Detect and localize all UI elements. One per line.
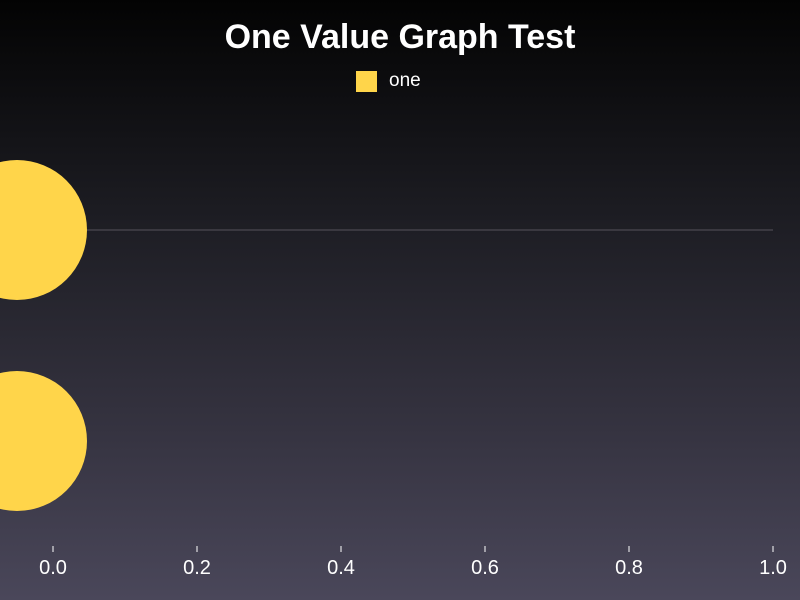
legend-swatch	[356, 70, 377, 92]
data-point	[0, 160, 87, 300]
x-tick-label: 0.8	[615, 557, 643, 579]
legend-label: one	[389, 70, 421, 91]
data-point	[0, 371, 87, 511]
chart-title: One Value Graph Test	[224, 18, 576, 56]
x-tick-label: 0.2	[183, 557, 211, 579]
legend: one	[356, 70, 421, 92]
x-tick-label: 0.6	[471, 557, 499, 579]
x-tick-label: 0.0	[39, 557, 67, 579]
x-tick-label: 0.4	[327, 557, 355, 579]
x-tick-label: 1.0	[759, 557, 787, 579]
